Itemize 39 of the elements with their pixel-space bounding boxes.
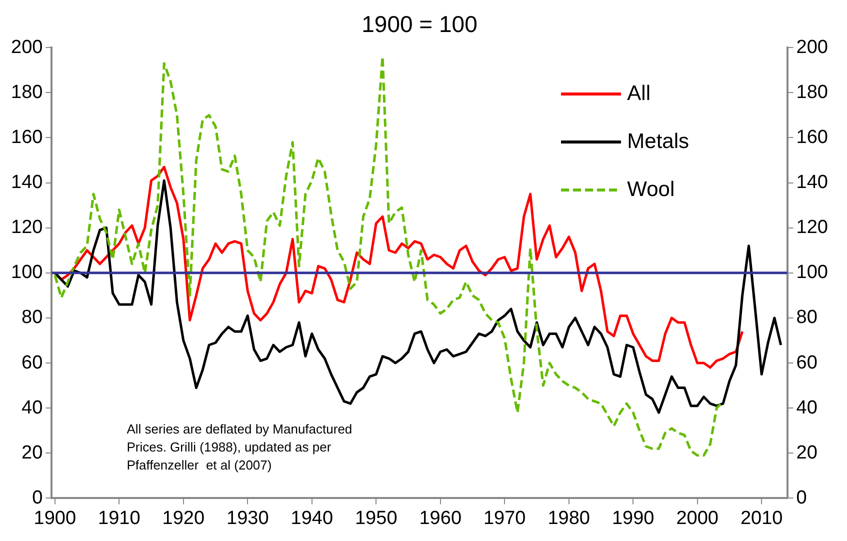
legend-label: Wool	[627, 178, 675, 202]
y2-tick-label: 140	[796, 172, 828, 194]
x-tick-label: 2010	[740, 508, 783, 529]
y-tick-label: 120	[11, 217, 43, 238]
x-tick-label: 1900	[34, 508, 76, 529]
y2-tick-label: 120	[796, 217, 828, 238]
x-tick-label: 1930	[226, 508, 269, 529]
y2-tick-label: 60	[796, 352, 818, 374]
x-tick-label: 1940	[290, 508, 334, 529]
x-tick-label: 2000	[676, 508, 718, 529]
y-tick-label: 80	[22, 307, 43, 328]
x-tick-label: 1910	[98, 508, 140, 529]
x-tick-label: 1960	[419, 508, 462, 529]
y2-tick-label: 20	[796, 442, 818, 464]
y2-tick-label: 40	[796, 397, 818, 418]
chart-title: 1900 = 100	[362, 11, 478, 38]
legend-label: Metals	[627, 130, 689, 154]
y2-tick-label: 180	[796, 82, 828, 103]
x-tick-label: 1980	[548, 508, 590, 529]
y2-tick-label: 160	[796, 126, 828, 148]
y-tick-label: 40	[22, 397, 43, 418]
y-tick-label: 0	[32, 487, 43, 508]
y2-tick-label: 200	[796, 36, 828, 58]
x-tick-label: 1990	[612, 508, 654, 529]
y-tick-label: 60	[22, 352, 43, 374]
y-tick-label: 100	[11, 262, 43, 284]
annotation: All series are deflated by Manufactured Prices. Grilli (1988), updated as per Pfaffenzeller et al (2007)	[126, 421, 352, 472]
y-tick-label: 200	[11, 36, 43, 58]
y-tick-label: 20	[22, 442, 43, 464]
y-tick-label: 140	[11, 172, 43, 194]
y-tick-label: 160	[11, 126, 43, 148]
legend-label: All	[627, 82, 650, 106]
y2-tick-label: 100	[796, 262, 828, 284]
x-tick-label: 1950	[354, 508, 398, 529]
y2-tick-label: 0	[796, 487, 807, 508]
x-tick-label: 1920	[162, 508, 205, 529]
y2-tick-label: 80	[796, 307, 818, 328]
x-tick-label: 1970	[483, 508, 526, 529]
y-tick-label: 180	[11, 82, 43, 103]
